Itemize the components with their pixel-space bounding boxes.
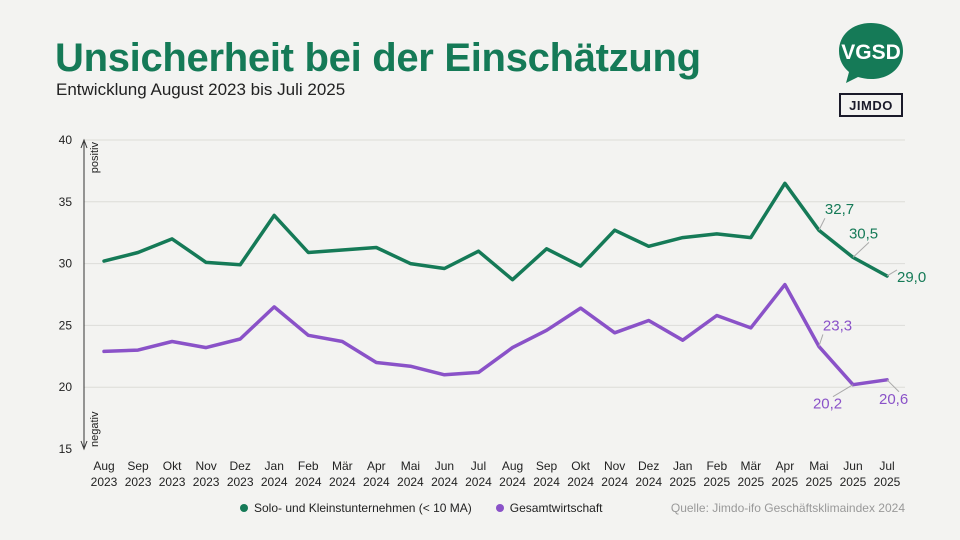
axis-label-positiv: positiv	[89, 142, 101, 174]
x-tick-label-15: Nov 2024	[601, 459, 628, 489]
x-tick-label-9: Mai 2024	[397, 459, 424, 489]
legend-item-gesamt: Gesamtwirtschaft	[495, 501, 603, 515]
x-tick-label-18: Feb 2025	[703, 459, 730, 489]
y-tick-label-30: 30	[59, 257, 73, 271]
label-leader-0-2	[886, 269, 898, 277]
x-tick-label-22: Jun 2025	[840, 459, 867, 489]
legend-marker-solo	[240, 504, 248, 512]
label-leader-1-0	[818, 334, 824, 347]
x-tick-label-0: Aug 2023	[91, 459, 118, 489]
x-tick-label-5: Jan 2024	[261, 459, 288, 489]
x-tick-label-17: Jan 2025	[669, 459, 696, 489]
x-tick-label-19: Mär 2025	[737, 459, 764, 489]
legend-label-solo: Solo- und Kleinstunternehmen (< 10 MA)	[254, 501, 472, 515]
data-label-0-0: 32,7	[825, 201, 854, 218]
vgsd-logo-text: VGSD	[841, 41, 901, 64]
page-subtitle: Entwicklung August 2023 bis Juli 2025	[56, 80, 346, 99]
legend-item-solo: Solo- und Kleinstunternehmen (< 10 MA)	[240, 501, 472, 515]
y-axis-arrow-bottom	[80, 440, 88, 451]
data-label-0-2: 29,0	[897, 269, 926, 286]
label-leader-0-1	[852, 242, 870, 258]
x-tick-label-13: Sep 2024	[533, 459, 560, 489]
page-title: Unsicherheit bei der Einschätzung	[55, 36, 701, 80]
x-tick-label-1: Sep 2023	[125, 459, 152, 489]
label-leader-0-0	[818, 218, 826, 231]
source-note: Quelle: Jimdo-ifo Geschäftsklimaindex 20…	[670, 501, 905, 515]
x-tick-label-11: Jul 2024	[465, 459, 492, 489]
data-label-1-1: 20,2	[813, 396, 842, 413]
data-label-0-1: 30,5	[849, 225, 878, 242]
legend-label-gesamt: Gesamtwirtschaft	[509, 501, 603, 515]
x-tick-label-14: Okt 2024	[567, 459, 594, 489]
x-tick-label-7: Mär 2024	[329, 459, 356, 489]
x-tick-label-3: Nov 2023	[193, 459, 220, 489]
legend-marker-gesamt	[495, 504, 504, 512]
x-tick-label-6: Feb 2024	[295, 459, 322, 489]
x-tick-label-4: Dez 2023	[227, 459, 254, 489]
x-tick-label-10: Jun 2024	[431, 459, 458, 489]
label-leader-1-2	[886, 379, 900, 393]
y-tick-label-40: 40	[59, 133, 73, 147]
x-tick-label-8: Apr 2024	[363, 459, 390, 489]
x-tick-label-16: Dez 2024	[635, 459, 662, 489]
label-leader-1-1	[832, 384, 854, 398]
data-label-1-0: 23,3	[823, 317, 852, 334]
y-axis-arrow-top	[80, 138, 88, 149]
y-tick-label-15: 15	[59, 442, 73, 456]
chart-legend: Solo- und Kleinstunternehmen (< 10 MA) G…	[240, 501, 603, 515]
x-tick-label-2: Okt 2023	[159, 459, 186, 489]
x-tick-label-12: Aug 2024	[499, 459, 526, 489]
y-tick-label-25: 25	[59, 318, 73, 332]
x-tick-label-20: Apr 2025	[772, 459, 799, 489]
data-label-1-2: 20,6	[879, 391, 908, 408]
series-line-0	[102, 181, 889, 282]
axis-label-negativ: negativ	[89, 411, 101, 447]
series-line-1	[102, 282, 889, 387]
jimdo-logo: JIMDO	[839, 93, 903, 117]
vgsd-logo: VGSD	[839, 23, 903, 83]
x-tick-label-21: Mai 2025	[806, 459, 833, 489]
x-tick-label-23: Jul 2025	[874, 459, 901, 489]
y-tick-label-35: 35	[59, 195, 73, 209]
y-tick-label-20: 20	[59, 380, 73, 394]
